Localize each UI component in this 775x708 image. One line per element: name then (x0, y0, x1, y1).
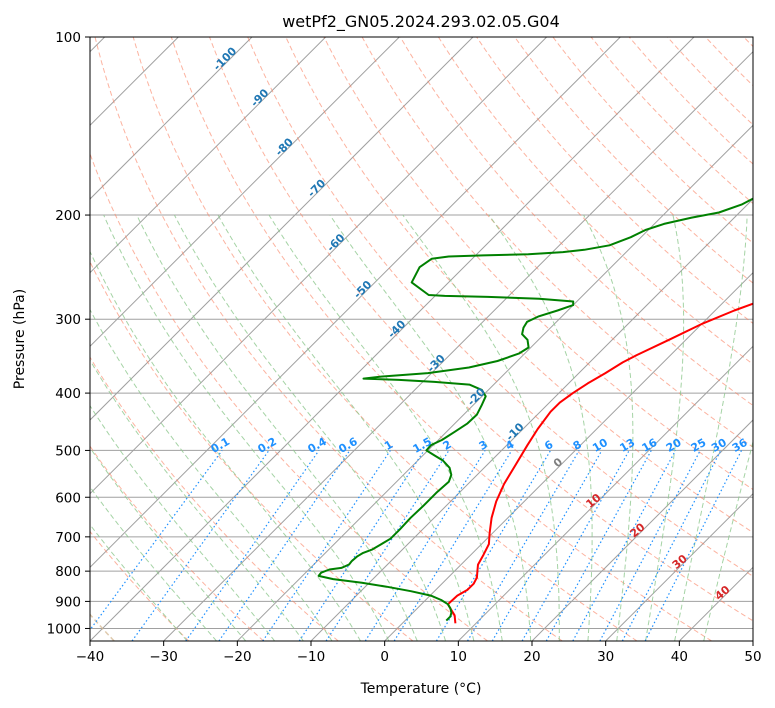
dry-adiabat-line (437, 37, 753, 365)
x-tick-label: 0 (380, 649, 389, 665)
mixing-ratio-line (545, 450, 652, 641)
isotherm-line (457, 345, 753, 641)
dry-adiabat-line (90, 152, 488, 641)
isotherm-line (384, 271, 753, 641)
moist-adiabat-line (645, 214, 685, 641)
moist-adiabat-line (103, 214, 390, 641)
isotherm-line (90, 37, 621, 569)
chart-title: wetPf2_GN05.2024.293.02.05.G04 (282, 12, 560, 32)
y-tick-label: 100 (55, 30, 81, 46)
x-tick-label: 40 (671, 649, 688, 665)
y-tick-label: 900 (55, 594, 81, 610)
moist-adiabat-line (268, 214, 503, 641)
moist-adiabat-line (90, 523, 188, 641)
mixing-ratio-line (218, 450, 351, 641)
moist-adiabat-line (703, 439, 753, 641)
dry-adiabat-line (323, 37, 753, 491)
mixing-ratio-line (491, 450, 603, 641)
x-tick-label: 20 (523, 649, 540, 665)
dry-adiabat-line (90, 356, 339, 641)
y-axis: 100 200 300 400 500 600 700 800 900 1000 (47, 30, 90, 637)
isotherm-line (90, 37, 548, 495)
dry-adiabat-line (247, 37, 753, 577)
isotherm-line (90, 37, 253, 200)
moist-adiabat-line (136, 214, 418, 641)
moist-adiabat-line (674, 214, 748, 641)
moist-adiabat-line (488, 214, 593, 641)
y-tick-label: 200 (55, 208, 81, 224)
y-tick-label: 800 (55, 564, 81, 580)
mixing-ratio-line (521, 450, 630, 641)
mixing-ratio-line (393, 450, 513, 641)
y-tick-label: 1000 (47, 621, 81, 637)
dry-adiabat-line (94, 37, 563, 641)
mixing-ratio-line (90, 450, 223, 631)
mixing-ratio-line (131, 450, 270, 641)
x-axis: −40 −30 −20 −10 0 10 20 30 40 50 (76, 641, 762, 665)
moist-adiabat-line (90, 486, 217, 641)
mixing-ratio-line (364, 450, 486, 641)
dry-adiabat-line (399, 37, 753, 407)
dry-adiabat-line (90, 530, 190, 641)
isotherm-line (90, 37, 327, 274)
mixing-ratio-line (572, 450, 677, 641)
x-tick-label: −20 (223, 649, 252, 665)
moist-adiabat-line (90, 250, 362, 641)
x-tick-label: −10 (297, 649, 326, 665)
x-tick-label: 10 (450, 649, 467, 665)
y-tick-label: 600 (55, 490, 81, 506)
mixing-ratio-line (325, 450, 450, 641)
moist-adiabat-line (402, 214, 560, 641)
x-axis-label: Temperature (°C) (360, 681, 482, 697)
dry-adiabat-line (170, 37, 712, 641)
isotherm-line (90, 37, 474, 421)
mixing-ratio-line (466, 450, 580, 641)
x-tick-label: −40 (76, 649, 105, 665)
mixing-ratio-line (435, 450, 552, 641)
moist-adiabat-line (90, 359, 304, 641)
dry-adiabat-line (514, 37, 753, 284)
plot-frame (89, 36, 754, 642)
y-tick-label: 500 (55, 443, 81, 459)
isotherm-line (605, 492, 753, 641)
x-tick-label: 30 (597, 649, 614, 665)
background-lines (90, 37, 753, 641)
moist-adiabat-line (90, 446, 247, 641)
y-tick-label: 300 (55, 312, 81, 328)
x-tick-label: −30 (149, 649, 178, 665)
data-series (317, 197, 753, 624)
dewpoint-profile-line (317, 197, 753, 622)
moist-adiabat-line (583, 214, 634, 641)
temperature-profile-line (446, 302, 753, 624)
mixing-ratio-line (185, 450, 320, 641)
isotherm-line (163, 50, 753, 641)
isotherm-line (90, 37, 400, 348)
y-tick-label: 700 (55, 530, 81, 546)
dry-adiabat-line (90, 445, 264, 641)
y-axis-label: Pressure (hPa) (12, 289, 28, 389)
dry-adiabat-line (209, 37, 753, 622)
x-tick-label: 50 (744, 649, 761, 665)
moist-adiabat-line (173, 214, 446, 641)
dry-adiabat-line (132, 37, 638, 641)
y-tick-label: 400 (55, 386, 81, 402)
isotherm-line (531, 419, 753, 641)
isotherm-line (236, 124, 753, 641)
